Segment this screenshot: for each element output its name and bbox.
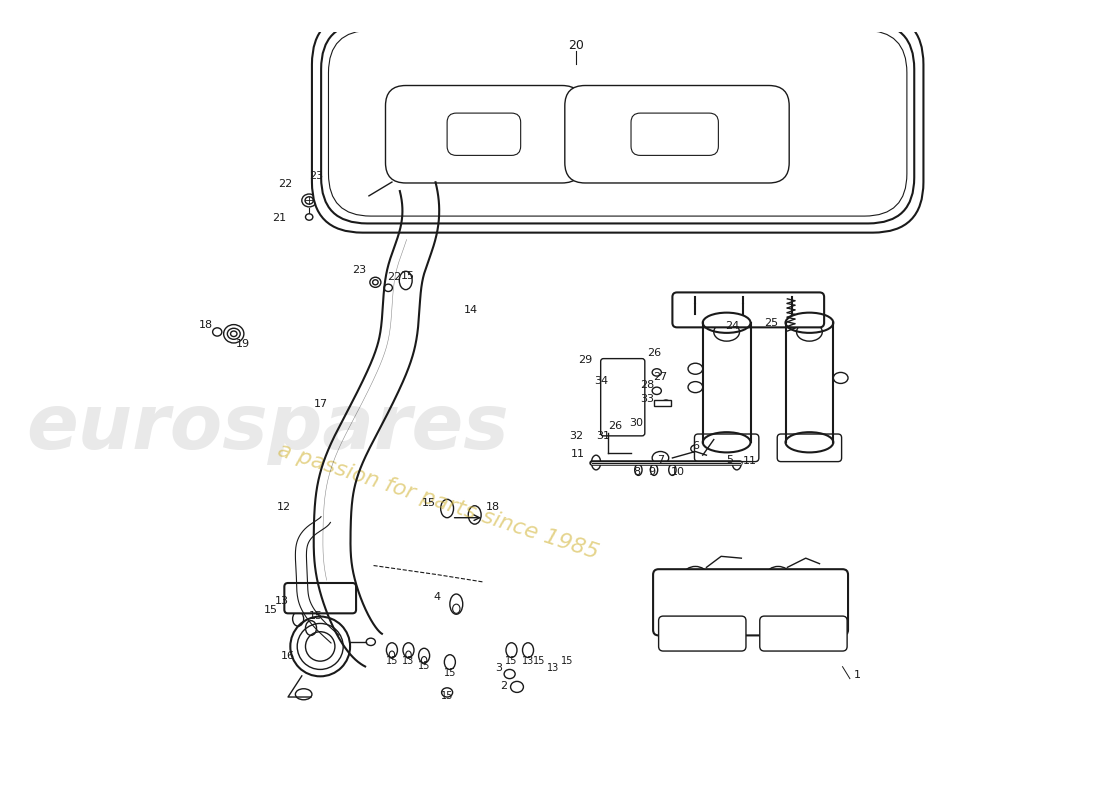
FancyBboxPatch shape (672, 293, 824, 327)
Text: 34: 34 (594, 376, 608, 386)
Text: 16: 16 (280, 651, 295, 662)
FancyBboxPatch shape (385, 86, 582, 183)
Text: 13: 13 (275, 596, 289, 606)
FancyBboxPatch shape (284, 583, 356, 614)
Text: 15: 15 (386, 656, 398, 666)
Text: 26: 26 (607, 422, 621, 431)
Text: 5: 5 (727, 454, 734, 465)
Text: 13: 13 (403, 656, 415, 666)
FancyBboxPatch shape (321, 23, 914, 223)
Text: 20: 20 (568, 39, 584, 53)
Text: 19: 19 (235, 338, 250, 349)
Text: 22: 22 (387, 273, 402, 282)
Text: 15: 15 (309, 611, 323, 621)
Text: 8: 8 (632, 467, 640, 478)
Text: 15: 15 (441, 691, 453, 701)
FancyBboxPatch shape (659, 616, 746, 651)
FancyBboxPatch shape (312, 14, 923, 233)
FancyBboxPatch shape (653, 570, 848, 635)
Text: 33: 33 (640, 394, 654, 404)
FancyBboxPatch shape (329, 30, 906, 216)
FancyBboxPatch shape (631, 113, 718, 155)
Text: 2: 2 (499, 681, 507, 690)
Text: 11: 11 (571, 449, 585, 459)
Text: 11: 11 (744, 456, 757, 466)
Text: eurospares: eurospares (26, 390, 509, 465)
Text: 28: 28 (640, 380, 654, 390)
Text: 15: 15 (505, 656, 518, 666)
Text: 7: 7 (657, 454, 664, 465)
Text: 15: 15 (402, 270, 415, 281)
Bar (364, 193, 381, 201)
FancyBboxPatch shape (694, 434, 759, 462)
Text: 3: 3 (495, 663, 503, 674)
FancyBboxPatch shape (447, 113, 520, 155)
Text: 10: 10 (671, 467, 684, 478)
Text: 25: 25 (764, 318, 778, 329)
Text: 4: 4 (433, 593, 441, 602)
Text: 26: 26 (647, 348, 661, 358)
FancyBboxPatch shape (778, 434, 842, 462)
Text: 23: 23 (352, 265, 366, 275)
Text: 18: 18 (486, 502, 499, 512)
Text: 18: 18 (198, 320, 212, 330)
FancyBboxPatch shape (564, 86, 789, 183)
Text: 27: 27 (653, 372, 668, 382)
Text: 9: 9 (649, 467, 656, 478)
Text: 21: 21 (272, 213, 286, 222)
Text: 17: 17 (314, 399, 328, 410)
Text: 13: 13 (521, 656, 535, 666)
Text: 32: 32 (569, 430, 583, 441)
Text: 24: 24 (725, 321, 739, 331)
Text: 30: 30 (629, 418, 644, 428)
Text: 6: 6 (693, 441, 700, 450)
FancyBboxPatch shape (601, 358, 645, 436)
Text: 12: 12 (277, 502, 290, 512)
Text: 15: 15 (443, 668, 456, 678)
Text: 15: 15 (264, 606, 278, 615)
Text: 14: 14 (464, 305, 477, 314)
Text: 13: 13 (547, 663, 559, 674)
Text: 29: 29 (579, 355, 593, 366)
Text: 15: 15 (422, 498, 436, 508)
FancyBboxPatch shape (760, 616, 847, 651)
Text: 23: 23 (309, 171, 323, 182)
Text: 15: 15 (418, 662, 430, 671)
Text: a passion for parts since 1985: a passion for parts since 1985 (275, 440, 601, 562)
Bar (654, 400, 671, 406)
Text: 22: 22 (278, 178, 293, 189)
Text: 15: 15 (561, 656, 573, 666)
Text: 15: 15 (532, 656, 546, 666)
Text: 1: 1 (854, 670, 860, 680)
Text: 31: 31 (596, 430, 611, 441)
